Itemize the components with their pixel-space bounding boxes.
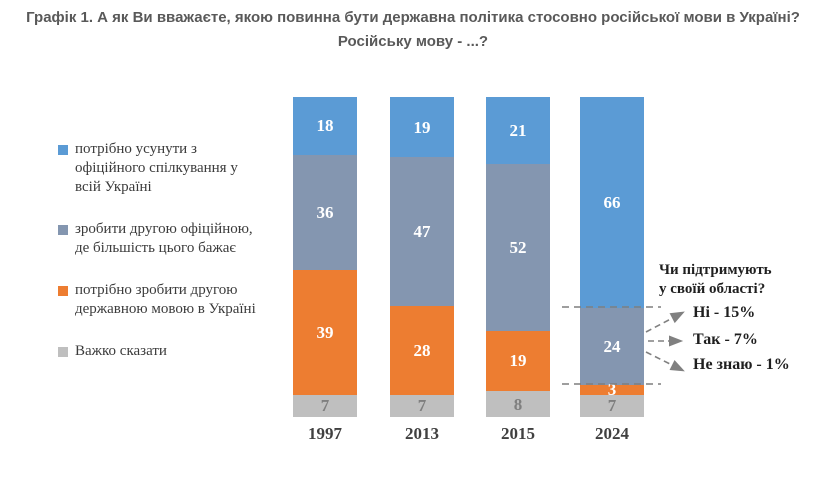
bar-segment: 19 [486, 330, 550, 392]
bar-segment: 7 [293, 394, 357, 417]
legend-swatch-gray-icon [58, 347, 68, 357]
bar-value-label: 8 [513, 394, 523, 414]
x-axis-label: 2024 [595, 424, 629, 443]
legend-label: зробити другою офіційною, де більшість ц… [75, 221, 253, 256]
x-axis-label: 2015 [501, 424, 535, 443]
bar-segment: 28 [390, 306, 454, 395]
bar-value-label: 18 [316, 116, 334, 136]
bar-value-label: 19 [413, 117, 431, 137]
bar-segment: 18 [293, 97, 357, 155]
x-axis-label: 1997 [308, 424, 342, 443]
bar-segment: 24 [580, 308, 644, 385]
bar-value-label: 52 [509, 237, 527, 257]
bar-value-label: 66 [603, 193, 621, 213]
bar-value-label: 7 [607, 396, 617, 416]
annotation-item-ne-znayu: Не знаю - 1% [693, 356, 790, 373]
legend-item-second-state-language: потрібно зробити другою державною мовою … [58, 281, 290, 319]
bar-segment: 52 [486, 164, 550, 331]
bar-segment: 36 [293, 154, 357, 270]
annotation-header: Чи підтримують у своїй області? [659, 262, 772, 297]
bar-value-label: 36 [316, 202, 334, 222]
bar-value-label: 21 [509, 121, 527, 141]
bar-segment: 47 [390, 157, 454, 307]
legend-swatch-orange-icon [58, 286, 68, 296]
bar-segment: 3 [580, 381, 644, 398]
bar-segment: 19 [390, 97, 454, 158]
bar-value-label: 28 [413, 340, 431, 360]
annotation-item-ni: Ні - 15% [693, 304, 756, 321]
legend-label: потрібно усунути з офіційного спілкуванн… [75, 141, 238, 195]
bar-value-label: 39 [316, 322, 334, 342]
bar-value-label: 19 [509, 351, 527, 371]
bar-segment: 7 [390, 394, 454, 417]
x-axis-label: 2013 [405, 424, 439, 443]
legend-swatch-blue-icon [58, 145, 68, 155]
bar-value-label: 3 [607, 380, 617, 400]
bar-segment: 66 [580, 97, 644, 309]
bar-segment: 39 [293, 269, 357, 395]
annotation-item-tak: Так - 7% [693, 331, 758, 348]
legend-swatch-grayblue-icon [58, 225, 68, 235]
bar-segment: 8 [486, 391, 550, 417]
chart-title: Графік 1. А як Ви вважаєте, якою повинна… [26, 9, 800, 50]
legend-item-remove-official: потрібно усунути з офіційного спілкуванн… [58, 140, 290, 197]
legend-item-hard-to-say: Важко сказати [58, 342, 290, 361]
bar-value-label: 47 [413, 222, 431, 242]
bar-value-label: 24 [603, 337, 621, 357]
legend-label: потрібно зробити другою державною мовою … [75, 282, 256, 317]
bar-segment: 21 [486, 97, 550, 165]
legend-item-second-official-regional: зробити другою офіційною, де більшість ц… [58, 220, 290, 258]
bar-value-label: 7 [417, 396, 427, 416]
legend: потрібно усунути з офіційного спілкуванн… [58, 140, 290, 361]
bar-segment: 7 [580, 394, 644, 417]
legend-label: Важко сказати [75, 343, 167, 359]
bar-value-label: 7 [320, 396, 330, 416]
